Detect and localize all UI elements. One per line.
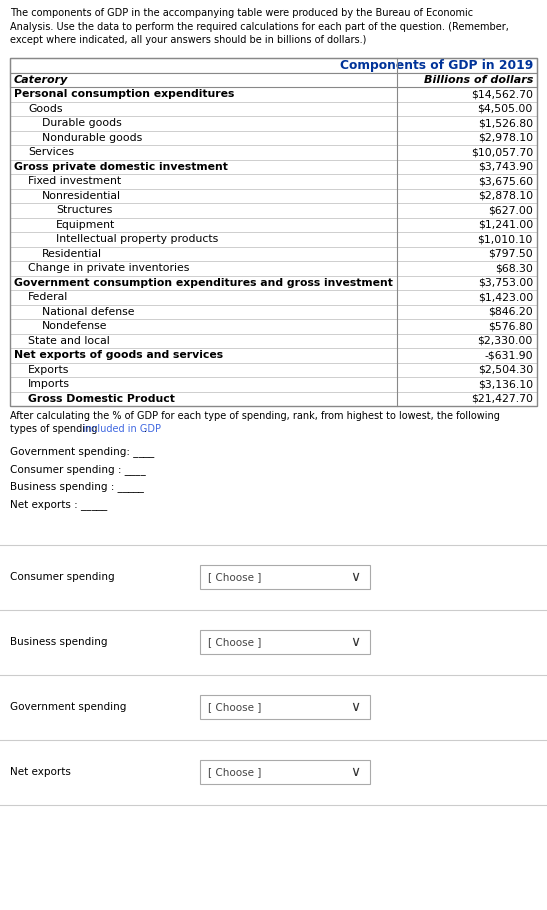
Text: Government consumption expenditures and gross investment: Government consumption expenditures and … — [14, 278, 393, 288]
Bar — [10, 130, 537, 145]
Text: $10,057.70: $10,057.70 — [471, 147, 533, 157]
Text: $627.00: $627.00 — [488, 206, 533, 216]
Text: Nondefense: Nondefense — [42, 321, 108, 331]
Text: The components of GDP in the accompanying table were produced by the Bureau of E: The components of GDP in the accompanyin… — [10, 8, 473, 18]
Text: After calculating the % of GDP for each type of spending, rank, from highest to : After calculating the % of GDP for each … — [10, 411, 500, 421]
Text: $2,330.00: $2,330.00 — [478, 336, 533, 346]
Text: $3,753.00: $3,753.00 — [478, 278, 533, 288]
Text: $2,878.10: $2,878.10 — [478, 191, 533, 201]
Text: Net exports of goods and services: Net exports of goods and services — [14, 350, 223, 360]
Text: $1,526.80: $1,526.80 — [478, 118, 533, 128]
Text: Equipment: Equipment — [56, 219, 115, 229]
Bar — [10, 145, 537, 159]
Text: -$631.90: -$631.90 — [485, 350, 533, 360]
Text: Components of GDP in 2019: Components of GDP in 2019 — [340, 59, 533, 72]
Text: Personal consumption expenditures: Personal consumption expenditures — [14, 89, 234, 99]
Bar — [10, 58, 537, 406]
Bar — [200, 760, 370, 784]
Text: Consumer spending : ____: Consumer spending : ____ — [10, 464, 146, 475]
Text: Imports: Imports — [28, 379, 70, 389]
Text: Caterory: Caterory — [14, 75, 68, 85]
Text: $1,241.00: $1,241.00 — [478, 219, 533, 229]
Text: ∨: ∨ — [350, 765, 360, 779]
Text: ∨: ∨ — [350, 635, 360, 649]
Bar — [200, 565, 370, 589]
Text: Durable goods: Durable goods — [42, 118, 122, 128]
Bar — [10, 391, 537, 406]
Bar — [10, 276, 537, 290]
Text: $21,427.70: $21,427.70 — [471, 394, 533, 404]
Text: Residential: Residential — [42, 248, 102, 258]
Bar — [200, 630, 370, 654]
Text: ∨: ∨ — [350, 570, 360, 584]
Text: Government spending: ____: Government spending: ____ — [10, 447, 154, 458]
Bar — [10, 174, 537, 188]
Text: $1,423.00: $1,423.00 — [478, 292, 533, 302]
Text: [ Choose ]: [ Choose ] — [208, 572, 261, 582]
Text: [ Choose ]: [ Choose ] — [208, 702, 261, 712]
Text: $1,010.10: $1,010.10 — [478, 234, 533, 244]
Bar — [10, 377, 537, 391]
Bar — [10, 348, 537, 362]
Bar — [10, 188, 537, 203]
Text: Change in private inventories: Change in private inventories — [28, 263, 189, 273]
Text: [ Choose ]: [ Choose ] — [208, 767, 261, 777]
Text: Structures: Structures — [56, 206, 112, 216]
Text: $4,505.00: $4,505.00 — [478, 104, 533, 114]
Text: State and local: State and local — [28, 336, 110, 346]
Bar — [10, 232, 537, 247]
Text: Gross Domestic Product: Gross Domestic Product — [28, 394, 175, 404]
Bar — [10, 58, 537, 73]
Bar — [10, 362, 537, 377]
Bar — [10, 305, 537, 319]
Text: Nondurable goods: Nondurable goods — [42, 133, 142, 143]
Text: $797.50: $797.50 — [488, 248, 533, 258]
Bar — [10, 319, 537, 333]
Text: $2,978.10: $2,978.10 — [478, 133, 533, 143]
Text: Exports: Exports — [28, 365, 69, 375]
Text: $3,136.10: $3,136.10 — [478, 379, 533, 389]
Text: except where indicated, all your answers should be in billions of dollars.): except where indicated, all your answers… — [10, 35, 366, 45]
Text: Net exports : _____: Net exports : _____ — [10, 499, 107, 510]
Text: Services: Services — [28, 147, 74, 157]
Text: $3,743.90: $3,743.90 — [478, 162, 533, 172]
Text: Consumer spending: Consumer spending — [10, 572, 115, 582]
Text: National defense: National defense — [42, 307, 135, 317]
Text: Government spending: Government spending — [10, 702, 126, 712]
Text: $14,562.70: $14,562.70 — [471, 89, 533, 99]
Bar — [200, 695, 370, 719]
Bar — [10, 73, 537, 87]
Bar — [10, 159, 537, 174]
Bar — [10, 102, 537, 116]
Text: Billions of dollars: Billions of dollars — [423, 75, 533, 85]
Text: Gross private domestic investment: Gross private domestic investment — [14, 162, 228, 172]
Bar — [10, 203, 537, 217]
Text: Federal: Federal — [28, 292, 68, 302]
Text: types of spending: types of spending — [10, 424, 101, 434]
Bar — [10, 87, 537, 102]
Bar — [10, 116, 537, 130]
Text: Business spending : _____: Business spending : _____ — [10, 481, 144, 492]
Text: Fixed investment: Fixed investment — [28, 177, 121, 187]
Text: .: . — [144, 424, 147, 434]
Text: Goods: Goods — [28, 104, 62, 114]
Text: $68.30: $68.30 — [495, 263, 533, 273]
Text: $2,504.30: $2,504.30 — [478, 365, 533, 375]
Text: Nonresidential: Nonresidential — [42, 191, 121, 201]
Text: Analysis. Use the data to perform the required calculations for each part of the: Analysis. Use the data to perform the re… — [10, 22, 509, 32]
Bar — [10, 247, 537, 261]
Text: $846.20: $846.20 — [488, 307, 533, 317]
Bar — [10, 333, 537, 348]
Text: Business spending: Business spending — [10, 637, 108, 647]
Bar — [10, 290, 537, 305]
Text: ∨: ∨ — [350, 700, 360, 714]
Text: $576.80: $576.80 — [488, 321, 533, 331]
Bar — [10, 261, 537, 276]
Text: included in GDP: included in GDP — [83, 424, 161, 434]
Text: $3,675.60: $3,675.60 — [478, 177, 533, 187]
Text: Net exports: Net exports — [10, 767, 71, 777]
Text: [ Choose ]: [ Choose ] — [208, 637, 261, 647]
Bar — [10, 217, 537, 232]
Text: Intellectual property products: Intellectual property products — [56, 234, 218, 244]
